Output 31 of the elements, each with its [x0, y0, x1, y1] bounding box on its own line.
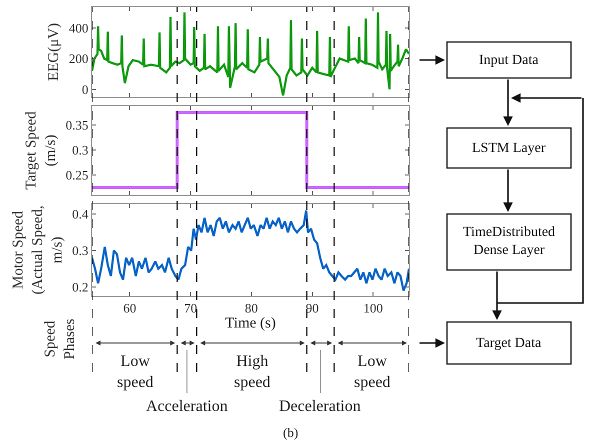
y-tick-label: 400 — [68, 20, 88, 36]
x-axis-title: Time (s) — [225, 316, 276, 332]
text: Input Data — [479, 53, 540, 68]
y-tick-label: 0.3 — [72, 142, 88, 158]
text: Speed Phases — [42, 318, 78, 360]
y-axis-title: Motor Speed (Actual Speed, m/s) — [10, 205, 66, 295]
y-tick-label: 0 — [82, 82, 88, 97]
x-tick-label: 80 — [244, 300, 258, 316]
text: LSTM Layer — [472, 141, 546, 156]
text: High speed — [234, 353, 270, 391]
text: Low speed — [117, 353, 154, 391]
y-tick-label: 0.25 — [66, 168, 88, 183]
y-tick-label: 0.2 — [72, 279, 88, 294]
text: Low speed — [354, 353, 390, 391]
y-tick-label: 200 — [68, 51, 88, 66]
y-axis-title: EEG(μV) — [46, 22, 62, 82]
text: TimeDistributed Dense Layer — [463, 225, 556, 258]
text: Target Data — [476, 336, 542, 351]
x-tick-label: 90 — [306, 300, 319, 316]
y-tick-label: 0.4 — [72, 206, 89, 222]
x-tick-label: 100 — [363, 300, 383, 316]
x-tick-label: 70 — [184, 300, 198, 316]
y-axis-title: Target Speed (m/s) — [23, 110, 59, 190]
x-tick-label: 60 — [123, 300, 136, 316]
text: Deceleration — [279, 398, 361, 415]
y-tick-label: 0.35 — [66, 118, 88, 133]
line-series — [92, 11, 409, 97]
line-series — [92, 209, 409, 292]
y-tick-label: 0.3 — [72, 243, 88, 258]
text: (b) — [283, 425, 298, 440]
text: Acceleration — [146, 398, 228, 415]
